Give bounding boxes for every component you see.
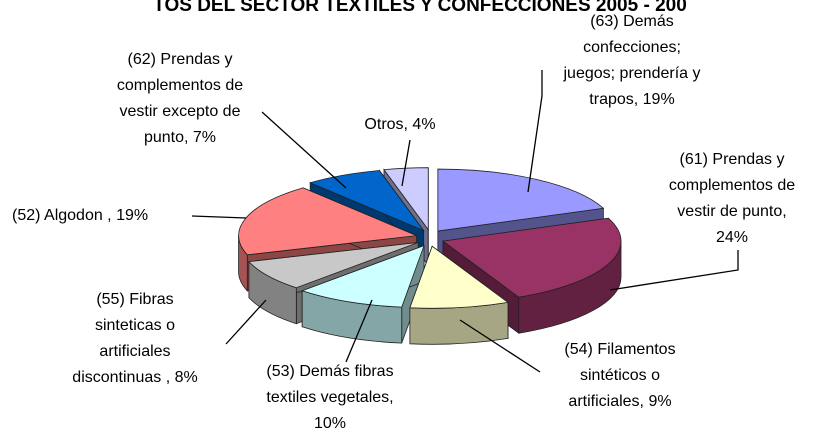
slice (300, 244, 425, 308)
slice (308, 170, 425, 232)
slice-label: artificiales, 9% (568, 393, 671, 410)
leader-line (191, 215, 247, 219)
pie-tops (238, 167, 622, 309)
slice-label: vestir excepto de (120, 103, 241, 120)
leader-line (345, 299, 373, 363)
slice (248, 242, 419, 289)
leader-line (609, 250, 739, 291)
slice-label: (61) Prendas y (680, 151, 785, 168)
slice-label: complementos de (669, 177, 795, 194)
slice-label: (55) Fibras (96, 291, 173, 308)
leader-line (225, 299, 267, 345)
slice (383, 167, 429, 231)
slice-side (409, 301, 509, 345)
slice-label: (52) Algodon , 19% (12, 207, 148, 224)
slice-label: trapos, 19% (589, 91, 674, 108)
slice-label: artificiales (99, 343, 170, 360)
slice-label: textiles vegetales, (266, 389, 393, 406)
slice-label: confecciones; (583, 39, 681, 56)
slice-label: vestir de punto, (677, 203, 786, 220)
slice-label: complementos de (117, 77, 243, 94)
labels: (63) Demás confecciones; juegos; prendería… (12, 13, 795, 432)
slice-label: sinteticas o (95, 317, 175, 334)
leader-line (527, 70, 543, 193)
slice-label: Otros, 4% (364, 116, 435, 133)
chart-title: TOS DEL SECTOR TEXTILES Y CONFECCIONES 2… (153, 0, 687, 16)
slice-label: (63) Demás (590, 13, 674, 30)
slice-label: discontinuas , 8% (72, 369, 197, 386)
leader-line (459, 319, 541, 373)
slice-label: (62) Prendas y (128, 51, 233, 68)
slice-label: 24% (716, 229, 748, 246)
slice-label: juegos; prendería y (563, 65, 701, 82)
slice-label: (54) Filamentos (564, 341, 675, 358)
leader-line (261, 111, 347, 189)
slice (409, 245, 509, 309)
slice (437, 168, 605, 232)
slice-label: (53) Demás fibras (266, 363, 393, 380)
slice (441, 217, 622, 298)
slice-label: punto, 7% (144, 129, 216, 146)
slice-label: 10% (314, 415, 346, 432)
slice-label: sintéticos o (580, 367, 660, 384)
leader-line (401, 139, 411, 187)
